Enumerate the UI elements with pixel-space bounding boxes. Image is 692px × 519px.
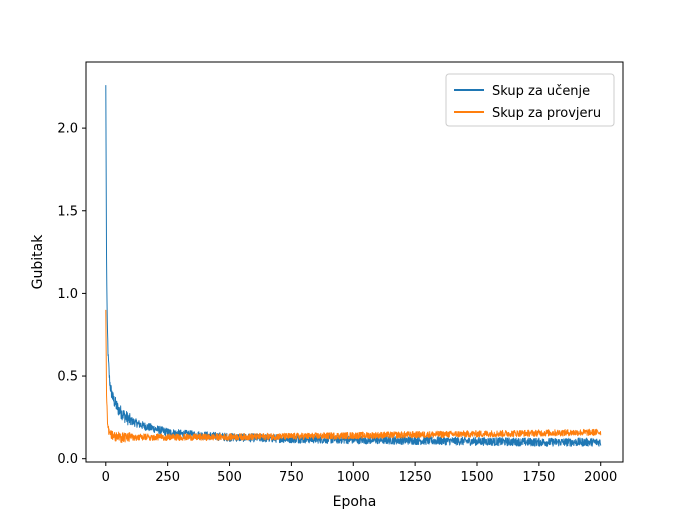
x-tick-label: 750 xyxy=(279,470,304,485)
x-tick-label: 500 xyxy=(217,470,242,485)
y-axis: 0.0 0.5 1.0 1.5 2.0 xyxy=(57,122,86,467)
legend-box xyxy=(445,73,615,127)
y-axis-label: Gubitak xyxy=(30,234,46,290)
x-tick-label: 1000 xyxy=(337,470,370,485)
legend-label-train: Skup za učenje xyxy=(492,84,590,99)
series-validation-loss xyxy=(105,309,602,443)
x-tick-label: 0 xyxy=(102,470,110,485)
legend-label-validation: Skup za provjeru xyxy=(492,106,601,121)
x-tick-label: 250 xyxy=(155,470,180,485)
series-layer xyxy=(105,85,602,447)
legend: Skup za učenje Skup za provjeru xyxy=(445,73,615,127)
plot-area xyxy=(86,62,623,462)
x-tick-label: 1250 xyxy=(399,470,432,485)
y-tick-label: 1.0 xyxy=(57,287,78,302)
y-tick-label: 0.0 xyxy=(57,452,78,467)
x-tick-label: 2000 xyxy=(584,470,617,485)
y-tick-label: 0.5 xyxy=(57,370,78,385)
x-tick-label: 1500 xyxy=(460,470,493,485)
y-tick-label: 2.0 xyxy=(57,122,78,137)
y-tick-label: 1.5 xyxy=(57,204,78,219)
x-axis: 0 250 500 750 1000 1250 1500 1750 2000 xyxy=(102,462,617,485)
x-axis-label: Epoha xyxy=(333,494,377,510)
x-tick-label: 1750 xyxy=(522,470,555,485)
axes-frame xyxy=(85,61,624,463)
